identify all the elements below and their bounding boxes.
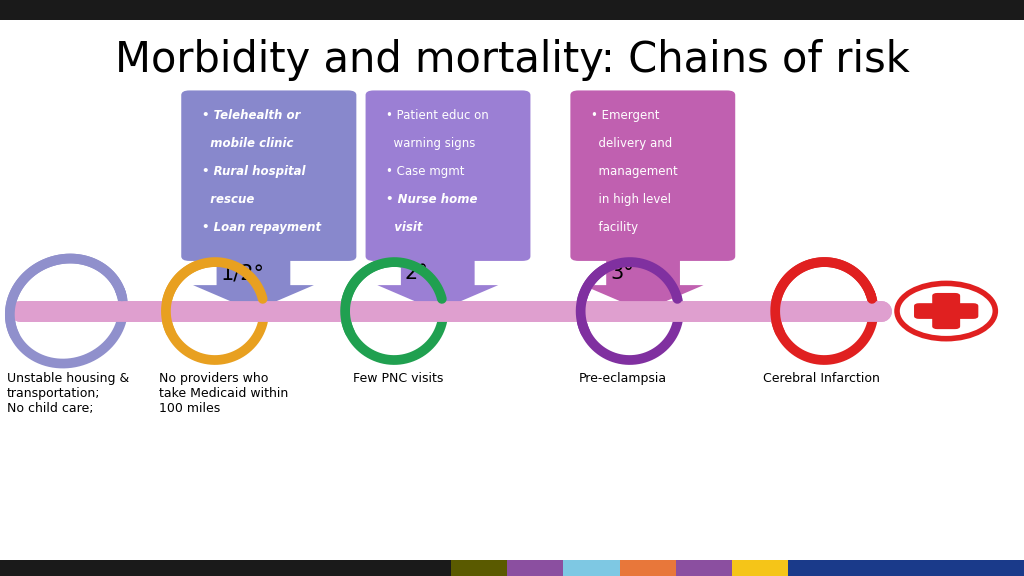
- Text: Morbidity and mortality: Chains of risk: Morbidity and mortality: Chains of risk: [115, 40, 909, 81]
- Polygon shape: [583, 259, 703, 311]
- Text: Pre-eclampsia: Pre-eclampsia: [579, 372, 667, 385]
- Text: management: management: [591, 165, 678, 178]
- Bar: [563, 560, 620, 576]
- Text: Unstable housing &
transportation;
No child care;: Unstable housing & transportation; No ch…: [7, 372, 129, 415]
- Bar: [0, 560, 451, 576]
- Bar: [451, 560, 507, 576]
- FancyBboxPatch shape: [366, 90, 530, 261]
- Bar: [507, 560, 563, 576]
- Bar: [0, 0, 1024, 20]
- FancyBboxPatch shape: [932, 293, 961, 329]
- Text: • Telehealth or: • Telehealth or: [202, 109, 300, 123]
- Text: facility: facility: [591, 221, 638, 234]
- Circle shape: [897, 283, 995, 339]
- FancyBboxPatch shape: [181, 90, 356, 261]
- Text: No providers who
take Medicaid within
100 miles: No providers who take Medicaid within 10…: [159, 372, 288, 415]
- Text: • Emergent: • Emergent: [591, 109, 659, 123]
- Text: 1/2°: 1/2°: [221, 263, 264, 283]
- Bar: [788, 560, 1024, 576]
- Text: mobile clinic: mobile clinic: [202, 137, 293, 150]
- Text: 3°: 3°: [610, 263, 634, 283]
- Text: visit: visit: [386, 221, 423, 234]
- Text: Cerebral Infarction: Cerebral Infarction: [763, 372, 880, 385]
- Text: 2°: 2°: [406, 263, 429, 283]
- Text: • Nurse home: • Nurse home: [386, 193, 477, 206]
- Bar: [676, 560, 732, 576]
- Text: • Patient educ on: • Patient educ on: [386, 109, 488, 123]
- Polygon shape: [377, 259, 499, 311]
- Text: rescue: rescue: [202, 193, 254, 206]
- Text: • Loan repayment: • Loan repayment: [202, 221, 321, 234]
- Text: • Rural hospital: • Rural hospital: [202, 165, 305, 178]
- Polygon shape: [193, 259, 314, 311]
- Text: Few PNC visits: Few PNC visits: [353, 372, 443, 385]
- FancyBboxPatch shape: [914, 303, 978, 319]
- Text: • Case mgmt: • Case mgmt: [386, 165, 465, 178]
- Bar: [732, 560, 788, 576]
- FancyBboxPatch shape: [570, 90, 735, 261]
- Bar: [620, 560, 676, 576]
- Text: warning signs: warning signs: [386, 137, 475, 150]
- Text: delivery and: delivery and: [591, 137, 672, 150]
- Text: in high level: in high level: [591, 193, 671, 206]
